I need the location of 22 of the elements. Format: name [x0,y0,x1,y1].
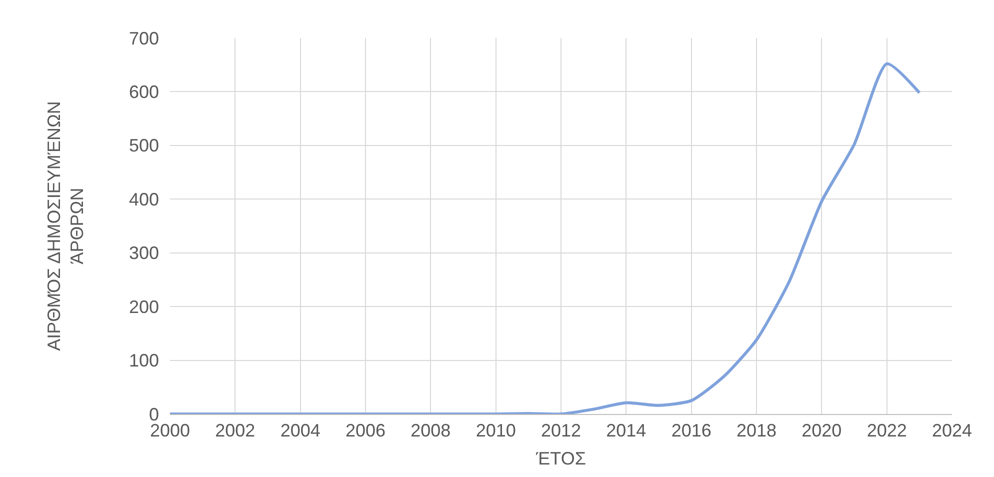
y-tick-label: 700 [128,28,159,48]
x-tick-label: 2008 [410,420,451,441]
x-tick-label: 2020 [802,420,842,441]
x-tick-label: 2010 [476,420,516,441]
y-tick-label: 500 [128,136,159,156]
x-tick-label: 2016 [671,420,712,441]
x-tick-label: 2024 [932,420,972,441]
x-tick-label: 2002 [215,420,256,441]
y-axis-title: ΑΙΡΘΜΌΣ ΔΗΜΟΣΙΕΥΜΈΝΩΝ ΆΡΘΡΩΝ [44,101,88,351]
y-tick-label: 200 [128,296,159,317]
y-tick-label: 600 [128,82,159,102]
x-axis-title: ΈΤΟΣ [535,448,586,469]
x-tick-label: 2022 [866,420,907,441]
y-tick-label: 100 [128,350,159,371]
line-series [170,62,921,414]
x-tick-label: 2014 [606,420,646,441]
y-tick-label: 400 [128,189,159,210]
x-tick-label: 2006 [345,420,386,441]
x-tick-label: 2012 [540,420,582,441]
y-tick-label: 300 [128,243,159,264]
x-tick-label: 2004 [280,420,320,441]
x-tick-label: 2018 [736,420,777,441]
